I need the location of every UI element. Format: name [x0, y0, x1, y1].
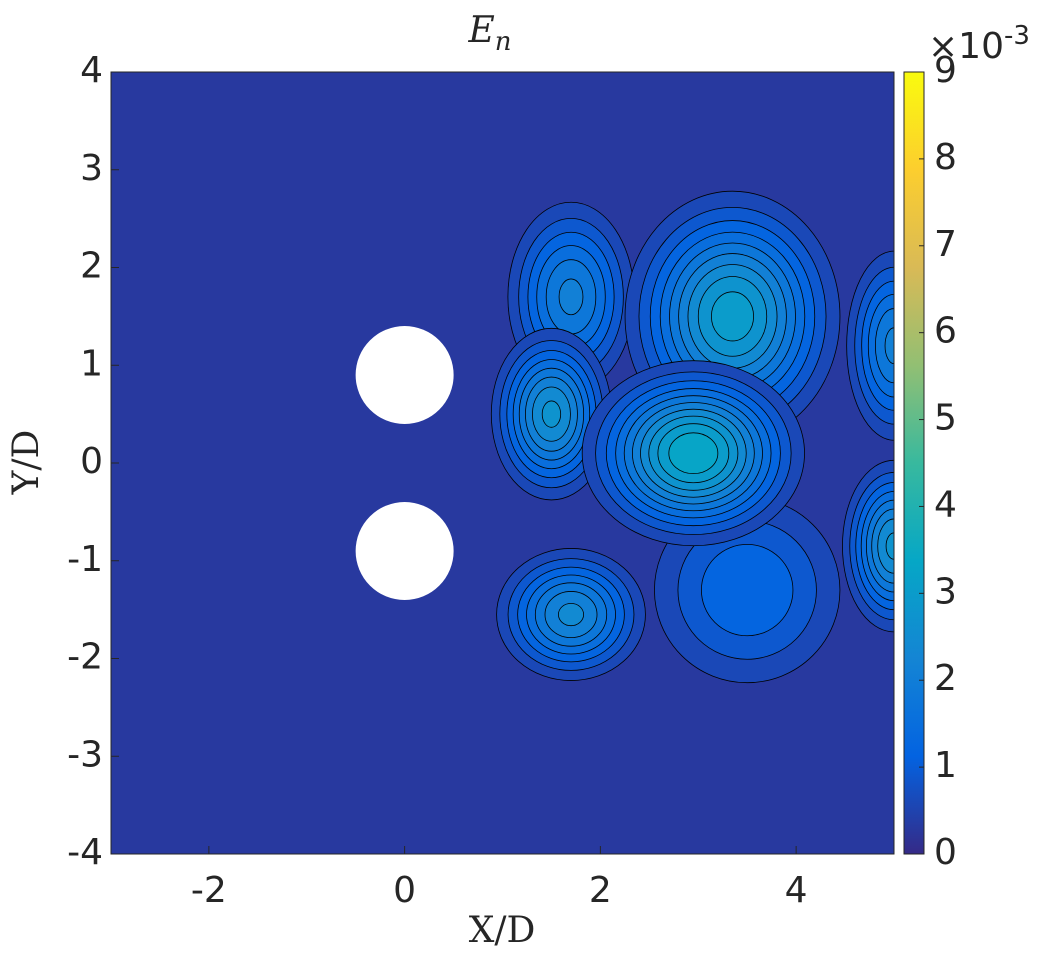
contour-level — [701, 543, 794, 637]
cylinder — [355, 326, 454, 424]
y-tick-label: -4 — [67, 832, 103, 873]
x-tick-label: 4 — [785, 870, 808, 911]
contour-level — [541, 400, 562, 428]
y-tick-label: -3 — [67, 734, 103, 775]
y-tick-label: -2 — [67, 637, 103, 678]
colorbar-tick-label: 5 — [934, 398, 957, 439]
x-tick-label: 2 — [589, 870, 612, 911]
y-tick-label: 1 — [80, 343, 103, 384]
plot-area — [111, 72, 894, 854]
y-tick-label: 0 — [80, 441, 103, 482]
colorbar-tick-label: 2 — [934, 658, 957, 699]
chart-title: En — [467, 10, 511, 57]
x-tick-label: -2 — [191, 870, 227, 911]
x-axis-label: X/D — [469, 910, 536, 951]
colorbar-tick-label: 9 — [934, 50, 957, 91]
colorbar — [903, 71, 925, 855]
colorbar-multiplier: ×10-3 — [928, 21, 1030, 68]
y-tick-label: 4 — [80, 50, 103, 91]
colorbar-tick-label: 7 — [934, 224, 957, 265]
colorbar-tick-label: 1 — [934, 745, 957, 786]
x-tick-label: 0 — [393, 870, 416, 911]
colorbar-tick-label: 6 — [934, 311, 957, 352]
colorbar-tick-label: 8 — [934, 137, 957, 178]
y-tick-label: 2 — [80, 246, 103, 287]
y-tick-label: 3 — [80, 148, 103, 189]
y-tick-label: -1 — [67, 539, 103, 580]
colorbar-tick-label: 3 — [934, 571, 957, 612]
contour-level — [558, 602, 584, 627]
contour-level — [668, 432, 719, 475]
colorbar-tick-label: 0 — [934, 832, 957, 873]
contour-level — [558, 278, 584, 316]
contour-level — [711, 291, 755, 342]
colorbar-tick-label: 4 — [934, 484, 957, 525]
contour-level — [885, 532, 894, 560]
cylinder — [355, 502, 454, 600]
y-axis-label: Y/D — [6, 430, 47, 496]
